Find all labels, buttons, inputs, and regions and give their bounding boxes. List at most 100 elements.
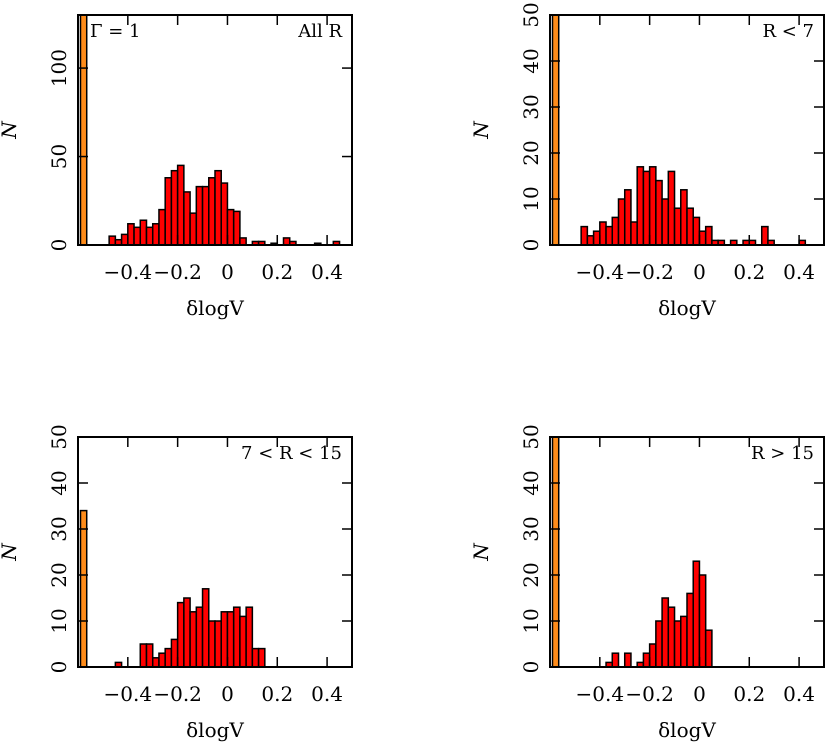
x-tick-label: 0.4: [311, 682, 343, 706]
y-tick-label: 50: [47, 424, 71, 449]
y-tick-label: 0: [519, 661, 543, 674]
bar: [145, 643, 154, 667]
plot-frame: [549, 14, 825, 246]
bar: [599, 221, 607, 245]
y-tick-label: 20: [47, 562, 71, 587]
y-tick-label: 0: [47, 661, 71, 674]
bar: [164, 177, 173, 245]
x-tick-label: 0: [221, 260, 234, 284]
y-tick-label: 40: [519, 470, 543, 495]
x-tick-label: 0: [221, 682, 234, 706]
y-tick-label: 50: [47, 144, 71, 169]
bar: [176, 164, 185, 245]
bar: [667, 170, 676, 245]
bar: [673, 620, 682, 667]
bar: [623, 189, 632, 245]
y-tick-label: 50: [519, 424, 543, 449]
panel: −0.4 −0.2 0 0.2 0.4 0 10 20 30 40 50 δlogV N R < 7: [469, 2, 825, 320]
x-tick-label: 0.2: [261, 682, 293, 706]
y-tick-label: 10: [47, 608, 71, 633]
bar: [257, 647, 266, 667]
bar: [239, 615, 247, 667]
bar: [692, 216, 701, 245]
bar: [580, 225, 589, 245]
x-tick-label: −0.2: [153, 260, 202, 284]
bar: [704, 629, 713, 667]
y-axis-label: N: [469, 542, 493, 562]
bar: [245, 606, 254, 667]
plot-frame: [549, 436, 825, 668]
x-tick-label: 0.4: [783, 682, 815, 706]
bar: [226, 208, 235, 245]
y-tick-label: 100: [47, 49, 71, 87]
annotation: 7 < R < 15: [241, 443, 342, 464]
bar: [704, 225, 713, 245]
x-axis-label: δlogV: [186, 718, 244, 742]
annotation: Γ = 1: [90, 21, 140, 42]
bars: [551, 437, 713, 667]
bar: [698, 574, 707, 667]
bar: [120, 233, 129, 245]
bar: [232, 210, 241, 245]
bar: [226, 611, 235, 667]
bar: [655, 620, 663, 667]
y-tick-label: 20: [519, 562, 543, 587]
bar: [201, 185, 210, 245]
bar: [232, 606, 241, 667]
bar: [220, 611, 229, 667]
x-tick-label: −0.4: [576, 260, 625, 284]
bar: [220, 182, 229, 245]
bar: [551, 437, 560, 667]
bar: [201, 588, 210, 667]
x-tick-label: 0: [693, 260, 706, 284]
bar: [164, 647, 173, 667]
bar: [623, 652, 632, 667]
bar: [195, 606, 204, 667]
bar: [686, 592, 694, 667]
bar: [189, 611, 198, 667]
annotation: All R: [297, 21, 342, 42]
bar: [170, 169, 179, 245]
x-axis-label: δlogV: [186, 296, 244, 320]
y-tick-label: 20: [519, 140, 543, 165]
bar: [158, 652, 166, 667]
bar: [648, 166, 657, 245]
bar: [108, 235, 117, 245]
bar: [139, 643, 148, 667]
bar: [661, 597, 670, 667]
bar: [760, 225, 769, 245]
x-tick-label: −0.4: [104, 260, 153, 284]
bar: [611, 652, 620, 667]
x-tick-label: −0.4: [104, 682, 153, 706]
x-tick-label: 0.4: [311, 260, 343, 284]
x-tick-label: −0.2: [625, 260, 674, 284]
panel: −0.4−0.2 0 0.2 0.4 0 50 100 δlogV N Γ = 1 All R: [0, 14, 353, 320]
bar: [642, 170, 651, 245]
bar: [586, 235, 595, 245]
x-tick-label: 0.4: [783, 260, 815, 284]
y-tick-label: 40: [47, 470, 71, 495]
bar: [214, 620, 222, 667]
bars: [79, 509, 266, 667]
bar: [208, 177, 216, 245]
x-tick-label: −0.2: [153, 682, 202, 706]
bar: [183, 191, 191, 245]
bar: [630, 221, 638, 245]
y-axis-label: N: [0, 120, 21, 140]
bar: [239, 237, 247, 245]
bar: [170, 638, 179, 667]
bar: [114, 661, 123, 667]
bar: [667, 606, 676, 667]
annotation: R < 7: [762, 21, 814, 42]
bar: [551, 15, 560, 245]
bar: [655, 179, 663, 245]
bar: [158, 208, 166, 245]
bar: [617, 198, 626, 245]
x-axis-label: δlogV: [658, 296, 716, 320]
bar: [214, 169, 222, 245]
bar: [133, 226, 142, 245]
y-tick-label: 30: [47, 516, 71, 541]
y-tick-label: 10: [519, 608, 543, 633]
y-tick-label: 50: [519, 2, 543, 27]
